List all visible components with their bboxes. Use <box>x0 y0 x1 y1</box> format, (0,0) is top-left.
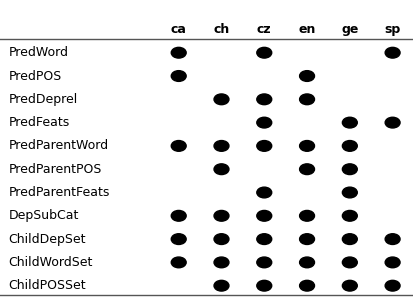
Text: PredParentFeats: PredParentFeats <box>8 186 109 199</box>
Circle shape <box>342 141 356 151</box>
Circle shape <box>342 164 356 175</box>
Text: PredDeprel: PredDeprel <box>8 93 77 106</box>
Text: sp: sp <box>384 23 400 36</box>
Circle shape <box>299 234 314 244</box>
Circle shape <box>256 117 271 128</box>
Circle shape <box>299 94 314 105</box>
Circle shape <box>256 187 271 198</box>
Text: PredWord: PredWord <box>8 46 68 59</box>
Circle shape <box>256 47 271 58</box>
Circle shape <box>299 141 314 151</box>
Circle shape <box>214 141 228 151</box>
Circle shape <box>299 71 314 81</box>
Circle shape <box>299 280 314 291</box>
Circle shape <box>256 257 271 268</box>
Circle shape <box>256 280 271 291</box>
Text: ChildDepSet: ChildDepSet <box>8 233 85 246</box>
Text: cz: cz <box>256 23 271 36</box>
Text: ChildWordSet: ChildWordSet <box>8 256 93 269</box>
Circle shape <box>342 210 356 221</box>
Circle shape <box>214 164 228 175</box>
Circle shape <box>171 234 186 244</box>
Circle shape <box>342 280 356 291</box>
Circle shape <box>384 117 399 128</box>
Text: en: en <box>298 23 315 36</box>
Text: PredFeats: PredFeats <box>8 116 69 129</box>
Circle shape <box>171 71 186 81</box>
Circle shape <box>171 257 186 268</box>
Circle shape <box>384 257 399 268</box>
Text: PredPOS: PredPOS <box>8 69 62 83</box>
Circle shape <box>299 257 314 268</box>
Circle shape <box>256 141 271 151</box>
Circle shape <box>214 234 228 244</box>
Circle shape <box>171 210 186 221</box>
Text: PredParentWord: PredParentWord <box>8 139 108 152</box>
Circle shape <box>214 210 228 221</box>
Circle shape <box>171 141 186 151</box>
Circle shape <box>214 280 228 291</box>
Circle shape <box>171 47 186 58</box>
Text: DepSubCat: DepSubCat <box>8 209 78 222</box>
Text: ca: ca <box>170 23 186 36</box>
Text: ge: ge <box>340 23 358 36</box>
Circle shape <box>299 210 314 221</box>
Circle shape <box>214 94 228 105</box>
Text: ChildPOSSet: ChildPOSSet <box>8 279 86 292</box>
Circle shape <box>384 280 399 291</box>
Circle shape <box>299 164 314 175</box>
Circle shape <box>384 47 399 58</box>
Circle shape <box>214 257 228 268</box>
Circle shape <box>256 234 271 244</box>
Circle shape <box>384 234 399 244</box>
Circle shape <box>342 257 356 268</box>
Circle shape <box>342 187 356 198</box>
Circle shape <box>256 94 271 105</box>
Text: PredParentPOS: PredParentPOS <box>8 163 102 176</box>
Circle shape <box>256 210 271 221</box>
Circle shape <box>342 117 356 128</box>
Text: ch: ch <box>213 23 229 36</box>
Circle shape <box>342 234 356 244</box>
